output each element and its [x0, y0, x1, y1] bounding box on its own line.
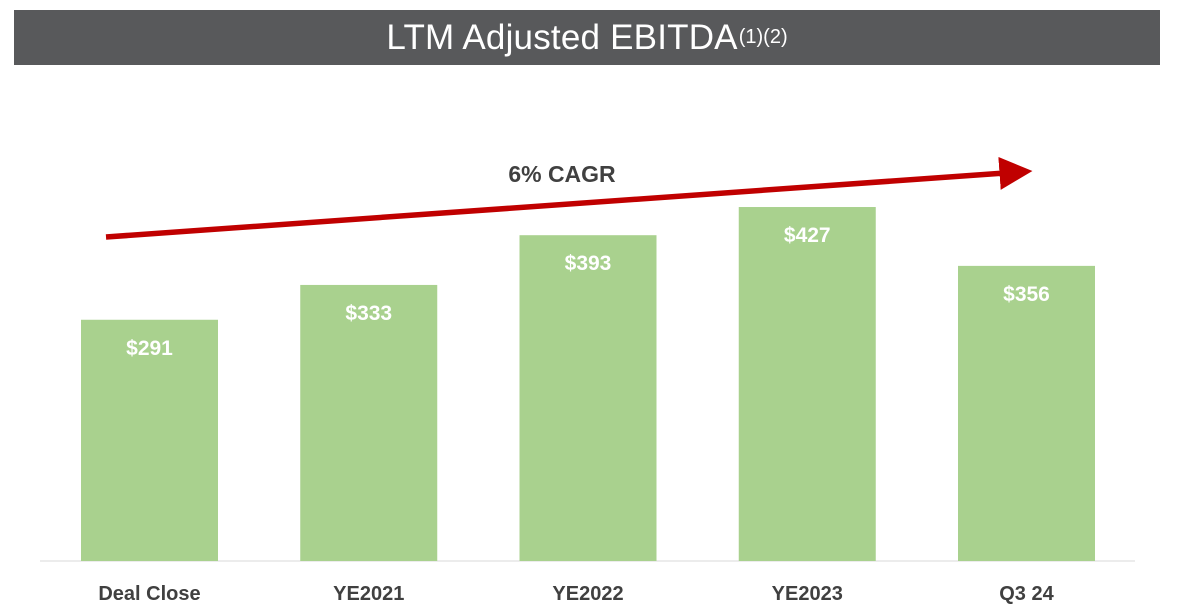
bar: [958, 265, 1095, 561]
bar-group: $356 Q3 24: [958, 265, 1095, 605]
category-label: Deal Close: [98, 583, 200, 605]
chart-title: LTM Adjusted EBITDA: [386, 18, 738, 57]
category-label: YE2021: [333, 583, 404, 605]
bar: [300, 284, 438, 561]
bar-value-label: $427: [784, 224, 831, 247]
bar-group: $427 YE2023: [738, 207, 876, 605]
title-footnote-marks: (1)(2): [738, 26, 788, 48]
bar-value-label: $393: [565, 252, 612, 275]
category-label: Q3 24: [999, 583, 1054, 605]
bar-value-label: $333: [345, 302, 392, 325]
bar: [81, 319, 218, 561]
bar-group: $333 YE2021: [300, 284, 438, 605]
bar-group: $393 YE2022: [519, 235, 657, 605]
bar-value-label: $291: [126, 337, 173, 360]
cagr-label: 6% CAGR: [508, 161, 616, 187]
cagr-arrow-layer: 6% CAGR: [105, 156, 1033, 240]
bars-layer: $291 Deal Close $333 YE2021 $393 YE2022 $427 YE…: [81, 207, 1095, 605]
category-label: YE2023: [772, 583, 843, 605]
category-label: YE2022: [552, 583, 623, 605]
bar-group: $291 Deal Close: [81, 319, 218, 605]
cagr-arrow: [105, 156, 1033, 240]
title-banner: LTM Adjusted EBITDA (1)(2): [14, 10, 1160, 65]
bar-value-label: $356: [1003, 283, 1050, 306]
bar: [738, 207, 876, 561]
bar: [519, 235, 657, 561]
